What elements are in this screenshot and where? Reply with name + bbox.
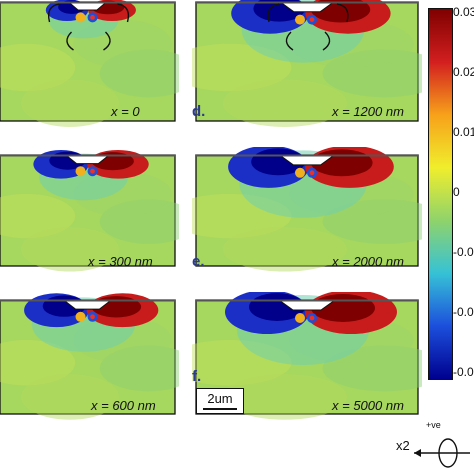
panel-c: x = 0 <box>0 0 179 127</box>
field-shade <box>0 193 76 239</box>
field-shade <box>222 227 347 272</box>
field-shade <box>99 49 179 98</box>
panel-d: d. x = 1200 nm <box>192 0 422 127</box>
curved-arrow-icon <box>322 31 331 51</box>
panel-e-label: e. <box>192 253 205 270</box>
curved-arrow-icon <box>47 3 60 23</box>
field-spot <box>309 17 315 22</box>
flow-arrows <box>267 3 349 51</box>
panel-d-map <box>192 0 422 127</box>
colorbar-tick-label: -0.00 <box>453 365 474 379</box>
panel-f0-caption: x = 600 nm <box>91 398 156 413</box>
field-shade <box>21 79 119 127</box>
curved-arrow-icon <box>285 31 294 51</box>
field-spot <box>295 14 305 25</box>
field-shade <box>0 43 76 92</box>
curved-arrow-icon <box>117 3 130 23</box>
panel-f-label: f. <box>192 368 202 385</box>
colorbar-tick-label: -0.00 <box>453 245 474 259</box>
field-spot <box>309 170 315 176</box>
panel-d-caption: x = 1200 nm <box>332 104 404 119</box>
panel-c-map <box>0 0 179 127</box>
scale-bar: 2um <box>196 388 244 414</box>
colorbar-tick-label: -0.00 <box>453 305 474 319</box>
field-shade <box>322 199 422 244</box>
colorbar-tick-label: 0 <box>453 185 460 199</box>
field-shade <box>21 227 119 272</box>
panel-c-caption: x = 0 <box>111 104 140 119</box>
field-shade <box>322 345 422 392</box>
field-spot <box>90 168 95 174</box>
field-shade <box>21 374 119 420</box>
field-shade <box>222 79 347 127</box>
field-spot <box>295 313 305 323</box>
colorbar-tick-label: 0.01 <box>453 125 474 139</box>
curved-arrow-icon <box>267 3 280 23</box>
axis-indicator: +ve x2 <box>386 420 474 474</box>
panel-f-map <box>192 292 422 420</box>
scale-bar-label: 2um <box>207 391 233 406</box>
panel-f-caption: x = 5000 nm <box>332 398 404 413</box>
field-shade <box>99 199 179 244</box>
curved-arrow-icon <box>66 31 74 51</box>
panel-f0-map <box>0 293 179 420</box>
field-shade <box>222 374 347 420</box>
axis-label: x2 <box>396 438 410 453</box>
field-spot <box>75 166 86 177</box>
field-shade <box>0 339 76 386</box>
panel-e: e. x = 2000 nm <box>192 147 422 272</box>
field-spot <box>295 167 305 178</box>
colorbar-tick-label: 0.02 <box>453 65 474 79</box>
field-shade <box>322 49 422 98</box>
panel-e-caption: x = 2000 nm <box>332 254 404 269</box>
colorbar-tick-label: 0.03 <box>453 5 474 19</box>
field-shade <box>99 345 179 392</box>
field-spot <box>309 315 315 321</box>
field-spot <box>90 314 95 320</box>
curved-arrow-icon <box>103 31 111 51</box>
axis-sign: +ve <box>426 420 441 430</box>
panel-c2: x = 300 nm <box>0 147 179 272</box>
field-spot <box>75 311 86 322</box>
panel-c2-caption: x = 300 nm <box>88 254 153 269</box>
flow-arrows <box>47 3 130 51</box>
rotation-arrow-icon <box>414 438 470 468</box>
panel-d-label: d. <box>192 103 206 120</box>
colorbar <box>428 8 453 380</box>
scale-bar-line <box>203 408 237 410</box>
panel-f: f. x = 5000 nm <box>192 292 422 420</box>
field-spot <box>75 12 86 23</box>
panel-c2-map <box>0 149 179 272</box>
panel-e-map <box>192 147 422 272</box>
curved-arrow-icon <box>336 3 349 23</box>
panel-f0: x = 600 nm <box>0 292 179 420</box>
field-spot <box>90 15 95 20</box>
